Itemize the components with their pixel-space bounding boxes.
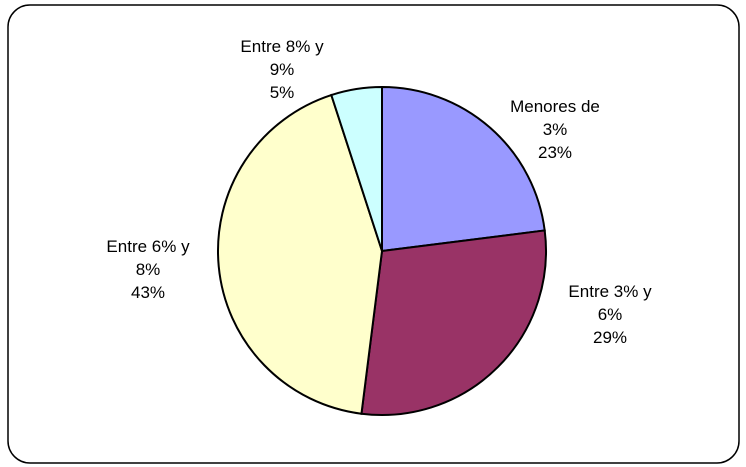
slice-label: Entre 3% y 6% 29% xyxy=(558,280,662,349)
pie-slice xyxy=(330,85,383,252)
category-label: Menores de 3% xyxy=(510,97,600,139)
category-label: Entre 3% y 6% xyxy=(568,282,652,324)
pie-slice xyxy=(381,85,546,253)
category-label: Entre 6% y 8% xyxy=(106,237,190,279)
value-label: 29% xyxy=(592,328,628,347)
pie-slice xyxy=(217,93,384,415)
value-label: 23% xyxy=(537,143,573,162)
slice-label: Entre 6% y 8% 43% xyxy=(96,235,200,304)
value-label: 5% xyxy=(269,83,295,102)
slice-label: Menores de 3% 23% xyxy=(503,95,607,164)
slice-label: Entre 8% y 9% 5% xyxy=(230,35,334,104)
category-label: Entre 8% y 9% xyxy=(240,37,324,79)
pie-slice xyxy=(360,229,547,416)
value-label: 43% xyxy=(130,283,166,302)
